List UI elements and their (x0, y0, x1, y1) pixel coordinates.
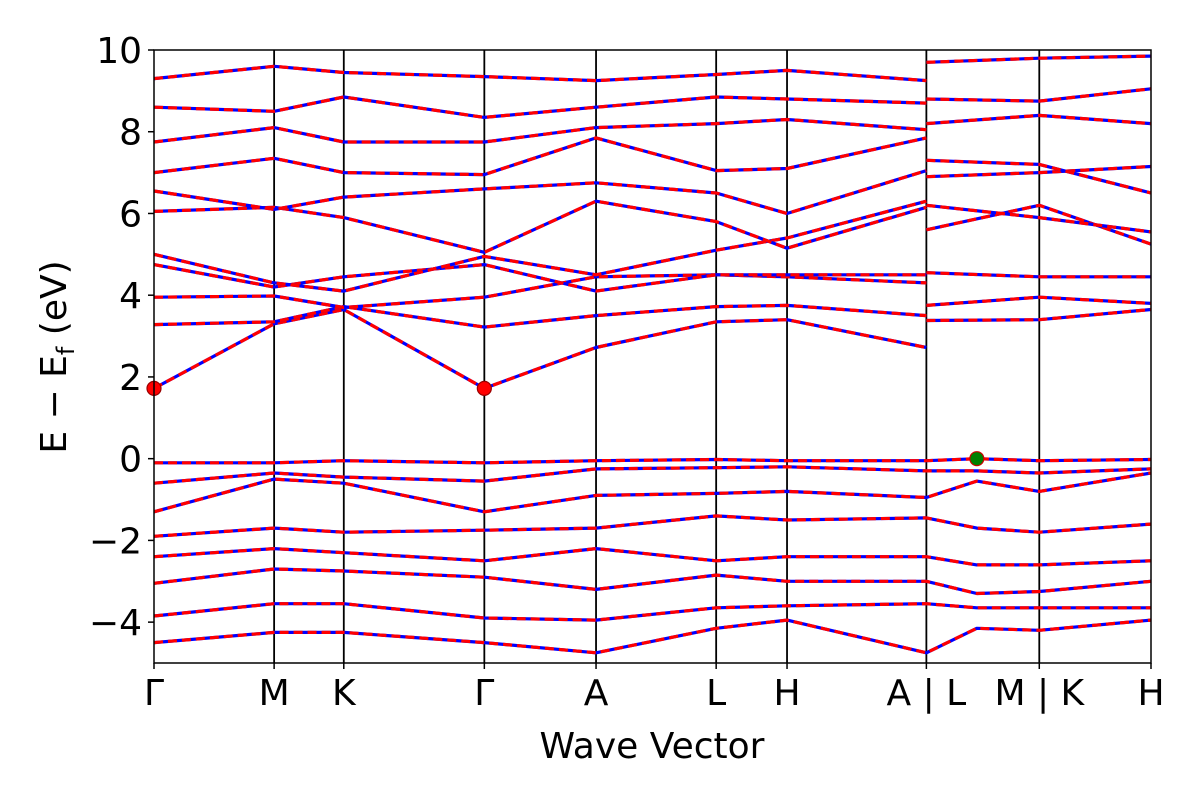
y-axis-label-sub: f (52, 346, 80, 355)
band-line-red-14 (926, 203, 1152, 246)
extremum-markers (146, 380, 985, 467)
y-tick-label-3: 4 (119, 276, 142, 317)
band-line-red-11 (926, 307, 1152, 323)
band-line-red-18 (926, 113, 1152, 126)
band-line-red-19 (926, 87, 1152, 103)
band-line-red-26 (153, 567, 1152, 596)
band-line-red-20 (926, 54, 1152, 64)
band-line-red-5 (153, 199, 927, 254)
x-tick-label-4: A (584, 673, 609, 714)
x-tick-label-5: L (706, 673, 726, 714)
band-line-blue-28 (153, 618, 1152, 655)
x-tick-label-6: H (773, 673, 800, 714)
plot-frame (153, 49, 1152, 664)
band-line-blue-7 (153, 136, 927, 177)
band-line-red-24 (153, 514, 1152, 538)
band-line-blue-23 (153, 471, 1152, 514)
y-tick-label-1: 8 (119, 113, 142, 154)
y-axis-label-main: E − E (34, 355, 75, 454)
band-line-red-23 (153, 471, 1152, 514)
band-line-red-21 (154, 457, 1152, 465)
x-tick-label-1: M (259, 673, 290, 714)
band-line-blue-24 (153, 514, 1152, 538)
band-series-group (153, 54, 1152, 655)
x-tick-label-8: M | K (994, 673, 1085, 714)
band-line-blue-26 (153, 567, 1152, 596)
y-tick-label-0: 10 (96, 31, 142, 72)
extremum-marker-2 (969, 451, 985, 467)
band-line-red-16 (926, 164, 1152, 179)
band-line-red-10 (153, 64, 927, 83)
y-axis-label: E − Ef (eV) (34, 260, 80, 453)
band-line-red-13 (926, 271, 1151, 279)
y-tick-label-5: 0 (119, 440, 142, 481)
x-tick-label-0: Γ (144, 673, 164, 714)
band-line-blue-8 (153, 117, 927, 144)
x-axis-label: Wave Vector (540, 726, 765, 767)
band-line-red-6 (153, 169, 927, 216)
y-tick-label-4: 2 (119, 358, 142, 399)
band-line-red-1 (153, 303, 927, 329)
band-line-red-9 (153, 95, 927, 119)
band-line-red-22 (153, 465, 1152, 485)
extremum-marker-1 (476, 380, 492, 396)
x-tick-label-3: Γ (474, 673, 494, 714)
band-line-red-12 (926, 295, 1152, 307)
y-axis-ticks: 10 8 6 4 2 0 −2 −4 (89, 31, 154, 644)
x-tick-label-2: K (332, 673, 357, 714)
band-line-blue-27 (153, 602, 1151, 622)
band-line-red-15 (926, 203, 1152, 234)
band-line-blue-2 (153, 273, 927, 310)
band-line-blue-25 (153, 547, 1152, 567)
y-tick-label-7: −4 (89, 603, 142, 644)
x-tick-label-7: A | L (887, 673, 967, 714)
y-tick-label-2: 6 (119, 194, 142, 235)
band-line-red-0 (153, 307, 927, 390)
x-axis-ticks: Γ M K Γ A L H A | L M | K H (144, 663, 1165, 714)
kpoint-divider-lines (273, 50, 1041, 663)
band-line-red-17 (926, 158, 1152, 195)
band-line-red-2 (153, 273, 927, 310)
band-line-red-25 (153, 547, 1152, 567)
y-axis-label-unit: (eV) (34, 260, 75, 346)
band-line-red-28 (153, 618, 1152, 655)
band-line-red-27 (153, 602, 1151, 622)
band-line-red-7 (153, 136, 927, 177)
band-line-red-4 (153, 199, 927, 293)
x-tick-label-9: H (1137, 673, 1164, 714)
y-tick-label-6: −2 (89, 521, 142, 562)
band-line-red-8 (153, 117, 927, 144)
